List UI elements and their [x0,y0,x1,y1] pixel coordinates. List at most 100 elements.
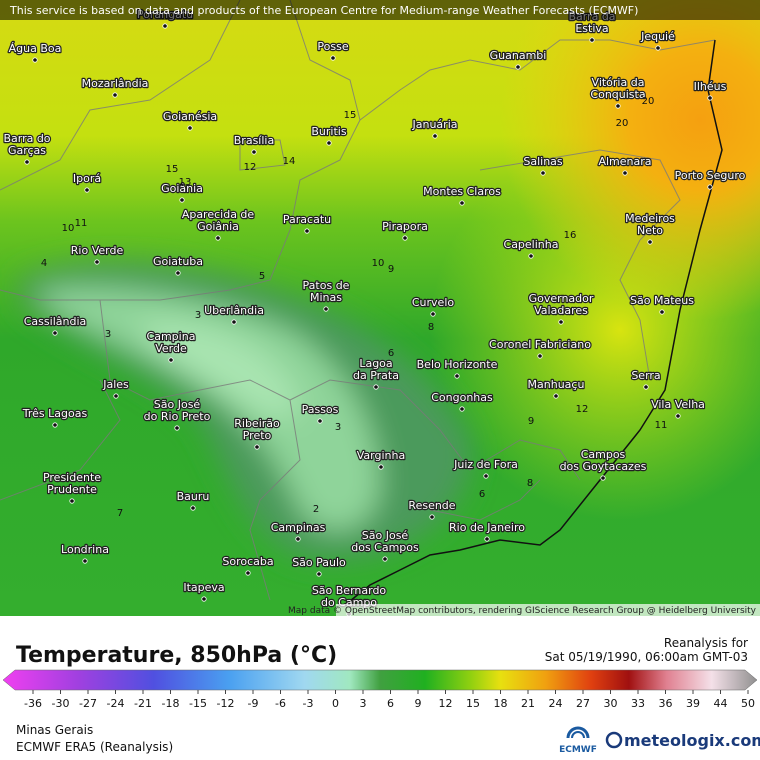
borders [0,0,716,601]
city-dot [558,319,564,325]
city-dot [112,92,118,98]
city-dot [94,259,100,265]
colorbar-tick-label: -9 [248,697,259,710]
city-name: Resende [408,499,455,512]
city-dot [432,133,438,139]
city-name: Valadares [534,304,588,317]
city-dot [537,353,543,359]
city-name: Prudente [47,483,97,496]
city-dot [382,556,388,562]
colorbar-tick-label: -30 [52,697,70,710]
city-dot [707,95,713,101]
contour-label: 16 [564,230,577,241]
city-name: Ilhéus [694,80,727,93]
colorbar-tick-label: 50 [741,697,755,710]
colorbar-tick-label: 9 [415,697,422,710]
city-dot [483,473,489,479]
city-name: Brasília [234,134,274,147]
city-dot [528,253,534,259]
contour-label: 20 [616,118,629,129]
city-dot [113,393,119,399]
city-dot [162,23,168,29]
city-name: Goiânia [161,182,203,195]
contour-label: 3 [335,422,341,433]
contour-label: 15 [344,110,357,121]
colorbar-tick-label: 27 [576,697,590,710]
legend-title: Temperature, 850hPa (°C) [16,643,337,668]
city-name: Rio Verde [71,244,124,257]
attribution-bar [336,604,760,616]
city-name: Goianésia [163,110,217,123]
colorbar-tick-label: -18 [162,697,180,710]
city-dot [429,514,435,520]
contour-label: 11 [655,420,668,431]
city-name: Varginha [357,449,405,462]
notice-bar [0,0,760,20]
city-name: Campinas [271,521,326,534]
city-name: Paracatu [283,213,331,226]
contour-label: 8 [428,322,434,333]
colorbar-tick-label: -15 [189,697,207,710]
city-name: Água Boa [9,42,62,55]
city-dot [304,228,310,234]
city-dot [251,149,257,155]
city-name: Cassilândia [24,315,87,328]
contour-label: 5 [259,271,265,282]
city-dot [589,37,595,43]
colorbar-tick-label: 15 [466,697,480,710]
contour-label: 10 [62,223,75,234]
city-name: Patos de [303,279,350,292]
city-dot [231,319,237,325]
city-name: Guanambi [490,49,547,62]
city-name: Bauru [177,490,210,503]
contour-label: 2 [313,504,319,515]
city-dot [553,393,559,399]
city-dot [330,55,336,61]
city-name: Medeiros [625,212,675,225]
city-name: Belo Horizonte [417,358,498,371]
colorbar-tick-label: -12 [217,697,235,710]
city-name: Estiva [575,22,608,35]
coastline [344,39,723,606]
city-name: Barra do [3,132,50,145]
city-dot [82,558,88,564]
colorbar-ticks: -36 -30 -27 -24 -21 -18 -15 -12 -9 -6 -3 0 3 6 9 12 15 18… [24,690,755,710]
contour-label: 15 [166,164,179,175]
city-dot [459,406,465,412]
colorbar-tick-label: 36 [659,697,673,710]
city-name: Januária [412,118,458,131]
city-name: Vila Velha [651,398,705,411]
city-dot [254,444,260,450]
city-dot [52,422,58,428]
city-name: Serra [631,369,660,382]
city-dot [643,384,649,390]
city-dot [175,270,181,276]
city-dot [515,64,521,70]
city-name: Posse [317,40,348,53]
city-dot [326,140,332,146]
city-name: São José [362,529,409,542]
city-name: São Bernardo [312,584,387,597]
city-dot [707,184,713,190]
city-dot [187,125,193,131]
colorbar-tick-label: -36 [24,697,42,710]
city-name: dos Goytacazes [560,460,647,473]
colorbar-tick-label: 21 [521,697,535,710]
city-dot [430,311,436,317]
city-name: Governador [529,292,594,305]
city-name: Itapeva [183,581,224,594]
colorbar-tick-label: -21 [134,697,152,710]
city-name: Pirapora [382,220,428,233]
colorbar-tick-label: -6 [275,697,286,710]
brand[interactable]: meteologix.com [624,731,760,750]
city-name: Coronel Fabriciano [489,338,591,351]
contour-label: 8 [527,478,533,489]
contour-label: 6 [479,489,485,500]
city-dot [655,45,661,51]
city-name: Campos [581,448,626,461]
contour-label: 3 [195,310,201,321]
city-name: Minas [310,291,342,304]
